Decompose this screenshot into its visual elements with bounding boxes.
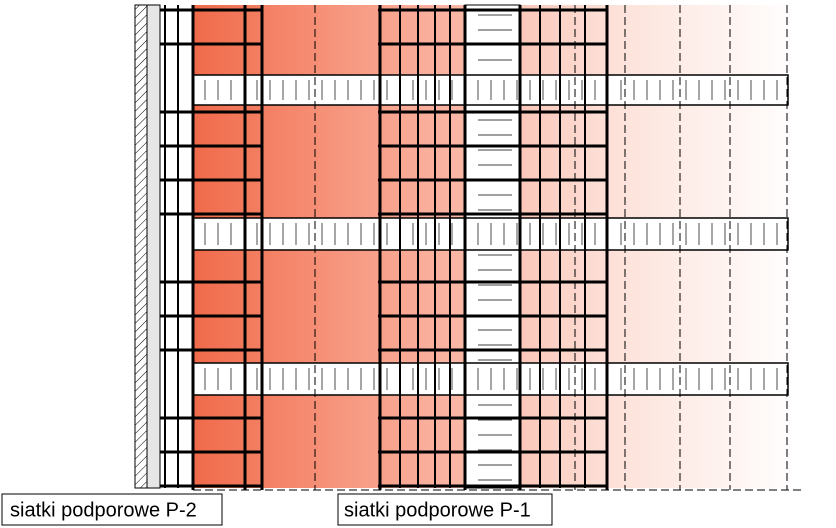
wall-hatch [134, 4, 148, 489]
label-box [1, 493, 223, 526]
drawing-layer [134, 4, 805, 491]
beam [192, 74, 789, 106]
wall-layer [146, 4, 161, 489]
label-p1: siatki podporowe P-1 [344, 499, 531, 521]
beam [192, 362, 789, 396]
label-box [337, 493, 553, 526]
beam [192, 217, 789, 251]
label-p2: siatki podporowe P-2 [10, 499, 197, 521]
